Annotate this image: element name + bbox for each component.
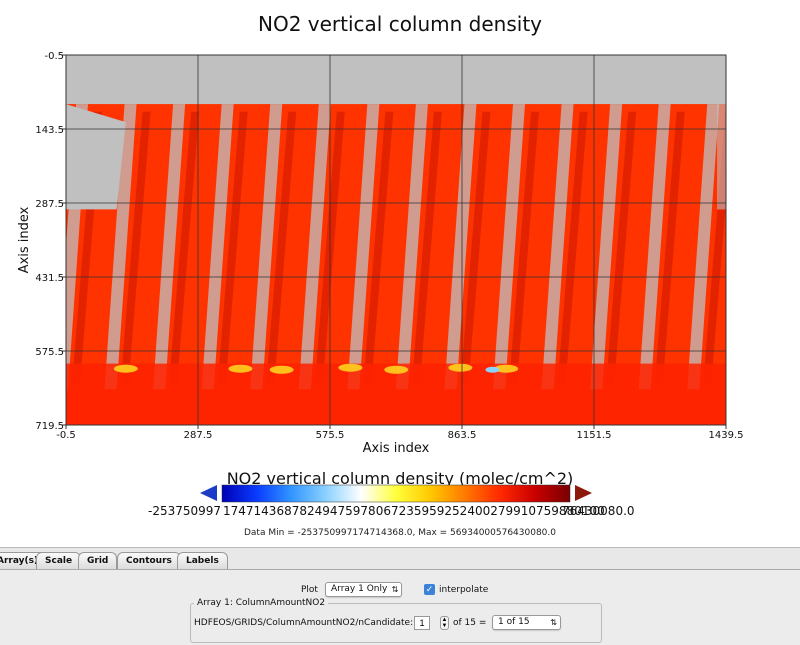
- colorbar-min-label: -253750997: [148, 504, 222, 518]
- data-range-text: Data Min = -253750997174714368.0, Max = …: [243, 528, 556, 538]
- high-value-spot: [448, 363, 473, 372]
- swath-band: [169, 111, 200, 385]
- swath-band: [266, 111, 297, 385]
- data-gap-stripe: [104, 104, 137, 390]
- index-stepper[interactable]: ▲ ▼: [440, 616, 449, 630]
- data-gap-stripe: [687, 104, 720, 390]
- updown-arrow-icon: ⇅: [550, 618, 557, 627]
- colorbar-max-label: 76430080.0: [562, 504, 635, 518]
- high-value-spot: [384, 365, 409, 374]
- x-tick-label: 1439.5: [709, 430, 744, 441]
- tab-grid[interactable]: Grid: [78, 552, 118, 569]
- data-gap-stripe: [201, 104, 234, 390]
- data-gap-stripe: [347, 104, 380, 390]
- data-gap-stripe: [590, 104, 623, 390]
- x-tick-label: 287.5: [184, 430, 213, 441]
- data-gap-stripe: [541, 104, 574, 390]
- swath-band: [217, 111, 248, 385]
- colorbar-gradient: [221, 484, 571, 503]
- tab-content-arrays: Plot Array 1 Only ⇅ ✓ interpolate: [0, 569, 800, 645]
- high-value-spot: [485, 366, 500, 373]
- high-value-spot: [113, 364, 138, 373]
- swath-band: [509, 111, 540, 385]
- colorbar-max-arrow: [575, 485, 592, 501]
- tab-labels[interactable]: Labels: [177, 552, 228, 569]
- swath-band: [606, 111, 637, 385]
- high-value-spot: [228, 364, 253, 373]
- interpolate-label: interpolate: [439, 585, 489, 595]
- swath-band: [557, 111, 588, 385]
- plot-frame: [65, 54, 727, 426]
- swath-band: [752, 112, 782, 384]
- data-gap-stripe: [784, 104, 800, 389]
- data-gap-stripe: [736, 104, 768, 389]
- plot-select[interactable]: Array 1 Only ⇅: [325, 582, 403, 597]
- data-gap-stripe: [153, 104, 186, 390]
- x-tick-label: -0.5: [56, 430, 76, 441]
- y-tick-label: 431.5: [35, 273, 64, 284]
- colorbar-overlap-labels: 1747143687824947597806723595925240027991…: [223, 504, 605, 518]
- y-tick-label: -0.5: [44, 51, 64, 62]
- data-gap-stripe: [493, 104, 526, 390]
- colorbar: [200, 484, 592, 503]
- high-value-spot: [338, 363, 363, 372]
- y-tick-label: 143.5: [35, 125, 64, 136]
- low-latitude-band: [66, 363, 726, 425]
- swath-band: [654, 111, 685, 385]
- high-value-spot: [269, 365, 294, 374]
- swath-band: [120, 111, 151, 385]
- of-label: of 15 =: [453, 618, 487, 628]
- plot-label: Plot: [301, 585, 318, 595]
- data-gap-stripe: [298, 104, 331, 390]
- x-axis-label: Axis index: [363, 441, 430, 456]
- data-gap-stripe: [444, 104, 477, 390]
- dimension-select[interactable]: 1 of 15 ⇅: [492, 615, 561, 630]
- swath-band: [363, 111, 394, 385]
- data-gap-stripe: [395, 104, 428, 390]
- colorbar-title: NO2 vertical column density (molec/cm^2): [226, 469, 574, 488]
- dimension-index-field[interactable]: 1: [414, 616, 430, 630]
- updown-arrow-icon: ⇅: [391, 585, 399, 594]
- chart-title: NO2 vertical column density: [257, 12, 543, 36]
- x-tick-label: 1151.5: [577, 430, 612, 441]
- y-tick-label: 719.5: [35, 421, 64, 432]
- x-tick-label: 575.5: [316, 430, 345, 441]
- colorbar-min-arrow: [200, 485, 217, 501]
- tab-scale[interactable]: Scale: [36, 552, 82, 569]
- swath-band: [460, 111, 491, 385]
- data-gap-stripe: [250, 104, 283, 390]
- array-group-title: Array 1: ColumnAmountNO2: [194, 598, 329, 608]
- swath-band: [411, 111, 442, 385]
- settings-panel: Plot Array 1 Only ⇅ ✓ interpolate Array(s…: [0, 547, 800, 645]
- tab-contours[interactable]: Contours: [117, 552, 181, 569]
- data-gap-stripe: [638, 104, 671, 390]
- missing-region: [66, 104, 126, 210]
- chart: -0.5 287.5 575.5 863.5 1151.5 1439.5 -0.5 143.…: [17, 51, 800, 456]
- y-tick-label: 575.5: [35, 347, 64, 358]
- y-axis-label: Axis index: [17, 206, 32, 273]
- dimension-label: HDFEOS/GRIDS/ColumnAmountNO2/nCandidate:: [194, 618, 414, 628]
- interpolate-checkbox[interactable]: ✓: [424, 584, 435, 595]
- high-value-spot: [494, 364, 519, 373]
- x-tick-label: 863.5: [448, 430, 477, 441]
- y-tick-label: 287.5: [35, 199, 64, 210]
- edge-gap: [717, 104, 726, 210]
